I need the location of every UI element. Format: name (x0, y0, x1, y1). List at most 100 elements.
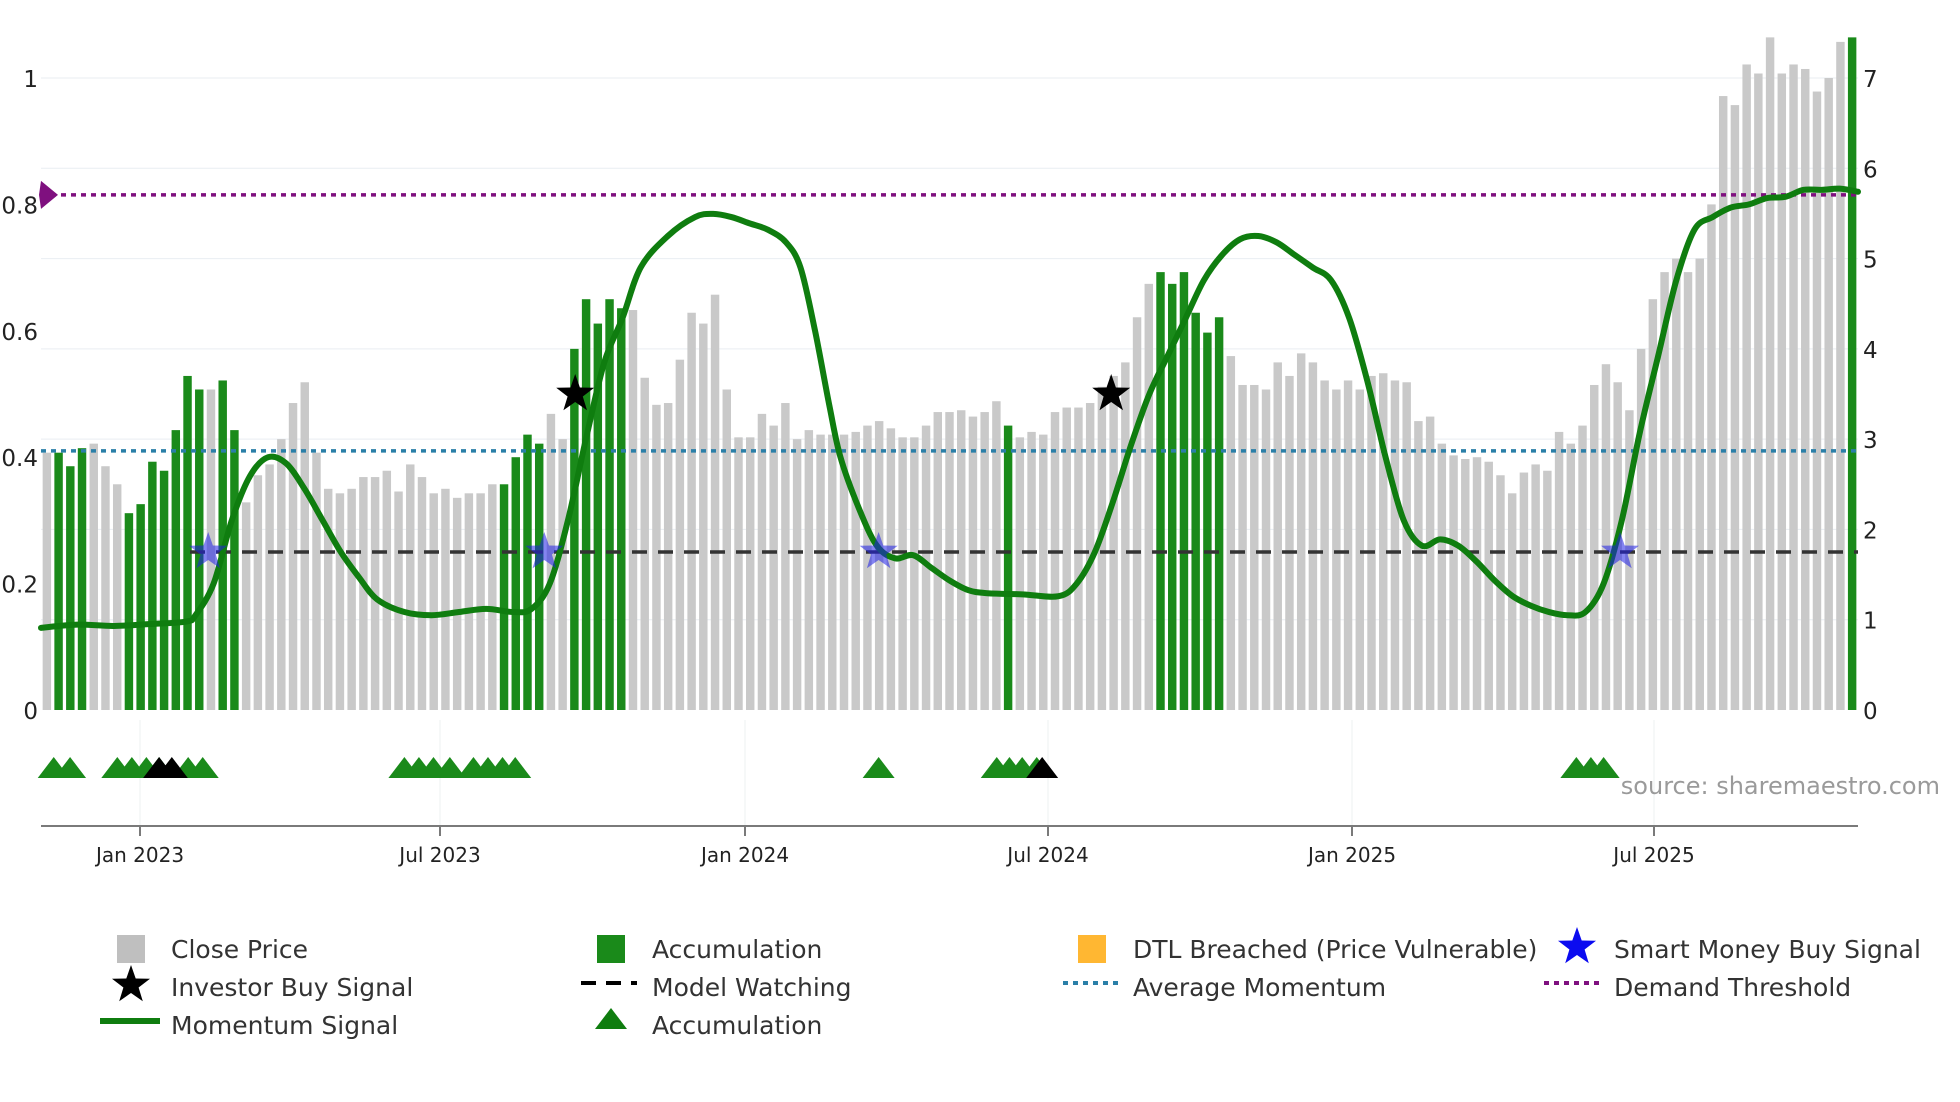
x-axis-tick-label: Jul 2025 (1611, 843, 1694, 867)
source-label: source: sharemaestro.com (1621, 772, 1940, 800)
close-price-bar (652, 404, 661, 710)
x-axis-tick-label: Jan 2023 (94, 843, 184, 867)
close-price-bar (663, 403, 673, 710)
close-price-bar (347, 488, 356, 710)
close-price-bar (968, 416, 978, 710)
smart-money-buy-star (525, 532, 564, 569)
close-price-bar (757, 413, 767, 710)
close-price-bar (265, 464, 274, 710)
close-price-bar (241, 502, 251, 710)
accumulation-bar (617, 308, 626, 710)
close-price-bar (1437, 443, 1447, 710)
accumulation-bar (159, 470, 169, 710)
close-price-bar (1109, 375, 1118, 710)
close-price-bar (1461, 459, 1470, 710)
momentum-signal (38, 185, 1861, 631)
close-price-bar (1801, 68, 1810, 710)
right-axis-tick-label: 4 (1863, 338, 1878, 364)
close-price-bar (874, 421, 884, 710)
legend-smart-money-label: Smart Money Buy Signal (1614, 935, 1921, 964)
legend-close-price-swatch (117, 935, 145, 963)
accumulation-bar (171, 430, 181, 710)
accumulation-bar (523, 434, 532, 710)
accumulation-bar (77, 448, 87, 710)
close-price-bar (452, 497, 462, 710)
close-price-bar (851, 431, 860, 710)
close-price-bar (253, 475, 263, 710)
close-price-bar (1332, 389, 1341, 710)
accumulation-bar (1179, 272, 1189, 710)
smart-money-buy-star (1601, 532, 1639, 569)
close-price-bar (312, 452, 321, 710)
close-price-bar (323, 488, 333, 710)
close-price-bar (1132, 317, 1142, 710)
close-price-bar (1590, 384, 1599, 710)
x-axis-tick-label: Jan 2025 (1306, 843, 1396, 867)
accumulation-bar (1003, 425, 1013, 710)
legend-accumulation-marker-label: Accumulation (652, 1011, 822, 1040)
legend-close-price-label: Close Price (171, 935, 308, 964)
close-price-bar (1695, 258, 1704, 710)
accumulation-triangle (54, 757, 87, 778)
close-price-bar (699, 323, 708, 710)
close-price-bar (1824, 78, 1833, 710)
accumulation-bar (148, 461, 157, 710)
close-price-bar (300, 382, 309, 710)
close-price-bar (1683, 272, 1693, 710)
close-price-bar (1379, 373, 1388, 710)
close-price-bar (558, 439, 567, 710)
accumulation-bar (66, 466, 75, 710)
close-price-bar (1519, 472, 1529, 710)
accumulation-bar (54, 452, 63, 710)
close-price-bar (1261, 389, 1271, 710)
accumulation-bar (499, 484, 509, 710)
legend-momentum-label: Momentum Signal (171, 1011, 398, 1040)
close-price-bar (781, 403, 790, 710)
close-price-bar (1742, 64, 1751, 710)
close-price-bar (1285, 375, 1294, 710)
close-price-bar (394, 491, 403, 710)
close-price-bar (429, 493, 438, 710)
close-price-bar (464, 493, 474, 710)
accumulation-triangle (186, 757, 219, 778)
close-price-bar (1660, 272, 1669, 710)
legend-dtl-swatch (1078, 935, 1106, 963)
close-price-bar (980, 412, 989, 710)
close-price-bar (1777, 73, 1787, 710)
accumulation-bar (1168, 283, 1177, 710)
smart-money-buy-star (189, 532, 228, 569)
legend-model-watching-label: Model Watching (652, 973, 852, 1002)
close-price-bar (769, 425, 778, 710)
right-axis-tick-label: 0 (1863, 699, 1878, 725)
close-price-bar (1765, 37, 1775, 710)
close-price-bar (1296, 353, 1306, 710)
right-axis-tick-label: 5 (1863, 248, 1878, 274)
close-price-bar (957, 410, 966, 710)
demand-threshold-marker (39, 180, 58, 209)
close-price-bar (1027, 431, 1036, 710)
right-axis-tick-label: 7 (1863, 67, 1878, 93)
legend: Close Price Accumulation DTL Breached (P… (100, 927, 1921, 1040)
signal-markers (189, 374, 1639, 569)
left-axis-tick-label: 0.8 (1, 193, 38, 219)
smart-money-buy-star (859, 532, 898, 569)
close-price-bar (1121, 362, 1130, 710)
close-price-bar (1425, 416, 1435, 710)
reference-lines (39, 180, 1858, 554)
close-price-bar (804, 430, 814, 710)
accumulation-bar (581, 299, 591, 710)
close-price-bar (1343, 380, 1353, 710)
accumulation-triangle (1587, 757, 1620, 778)
close-price-bar (1484, 461, 1493, 710)
close-price-bar (675, 359, 685, 710)
close-price-bar (1355, 389, 1365, 710)
close-price-bar (734, 437, 743, 710)
close-price-bar (792, 439, 802, 710)
legend-dtl-label: DTL Breached (Price Vulnerable) (1133, 935, 1537, 964)
close-price-bar (1507, 493, 1517, 710)
close-price-bar (1730, 105, 1740, 711)
close-price-bar (1707, 204, 1716, 710)
close-price-bar (277, 439, 286, 710)
close-price-bar (1273, 362, 1282, 710)
